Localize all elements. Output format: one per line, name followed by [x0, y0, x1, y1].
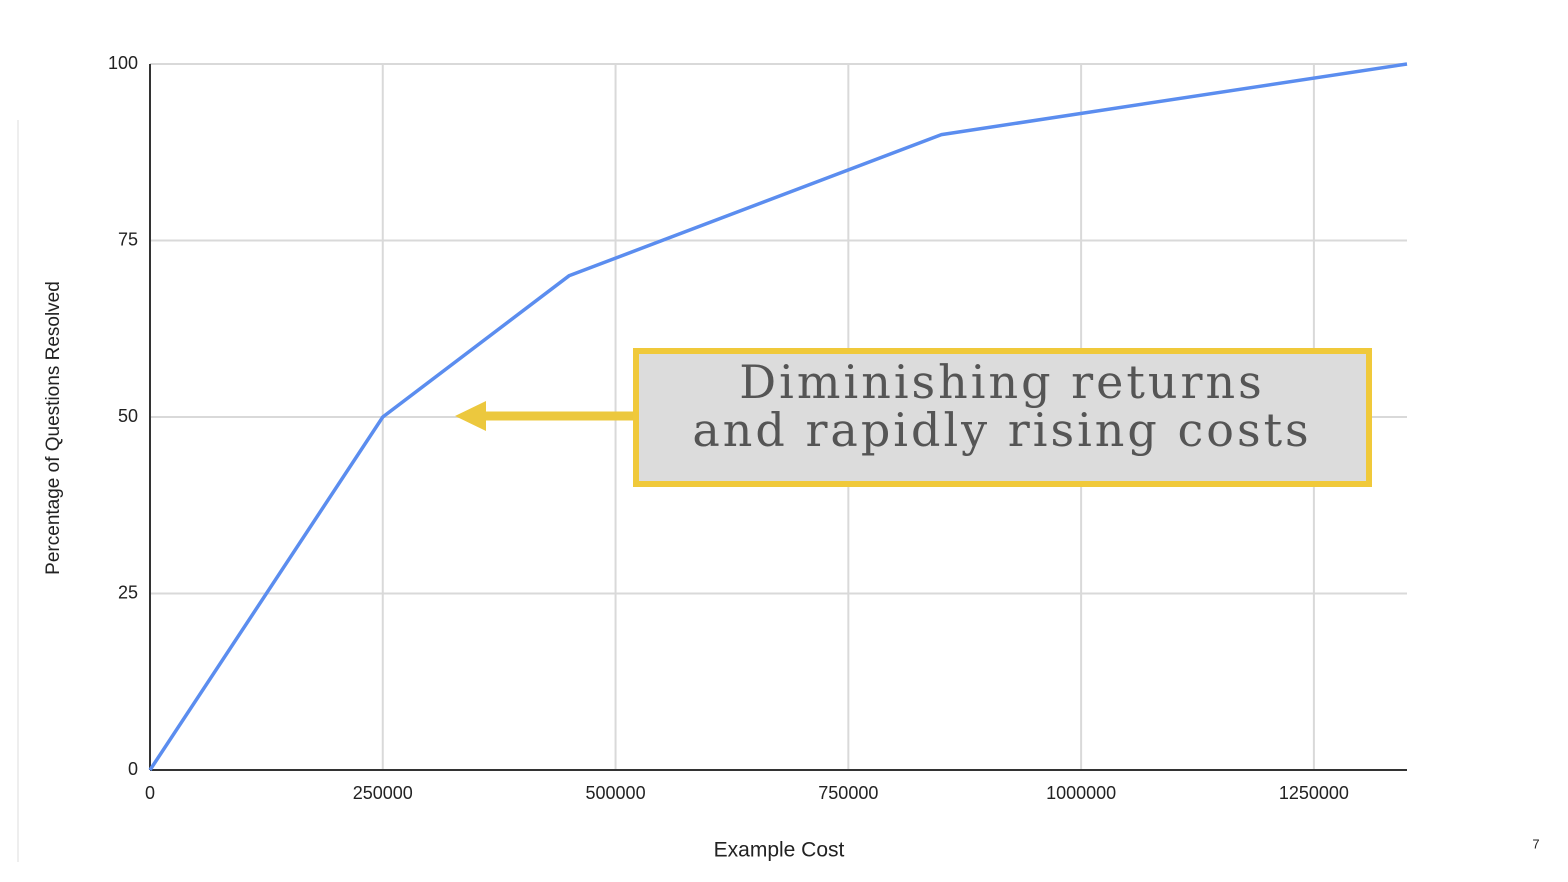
plot	[148, 62, 1408, 771]
y-tick-label: 0	[128, 759, 138, 779]
x-tick-label: 0	[145, 783, 155, 803]
x-tick-label: 1250000	[1279, 783, 1349, 803]
y-tick-label: 100	[108, 53, 138, 73]
annotation: Diminishing returns and rapidly rising c…	[455, 348, 1372, 487]
annotation-box	[633, 348, 1372, 487]
y-tick-label: 50	[118, 406, 138, 426]
annotation-line: Diminishing returns	[739, 355, 1264, 409]
y-tick-label: 25	[118, 582, 138, 602]
x-tick-label: 250000	[353, 783, 413, 803]
y-axis-label: Percentage of Questions Resolved	[43, 281, 64, 575]
x-axis-label: Example Cost	[714, 839, 845, 862]
y-tick-label: 75	[118, 229, 138, 249]
data-line	[148, 62, 1408, 771]
annotation-arrowhead	[455, 401, 486, 431]
annotation-line: and rapidly rising costs	[692, 403, 1311, 457]
x-tick-label: 500000	[586, 783, 646, 803]
x-tick-label: 1000000	[1046, 783, 1116, 803]
x-tick-label: 750000	[818, 783, 878, 803]
page-number: 7	[1532, 836, 1539, 851]
